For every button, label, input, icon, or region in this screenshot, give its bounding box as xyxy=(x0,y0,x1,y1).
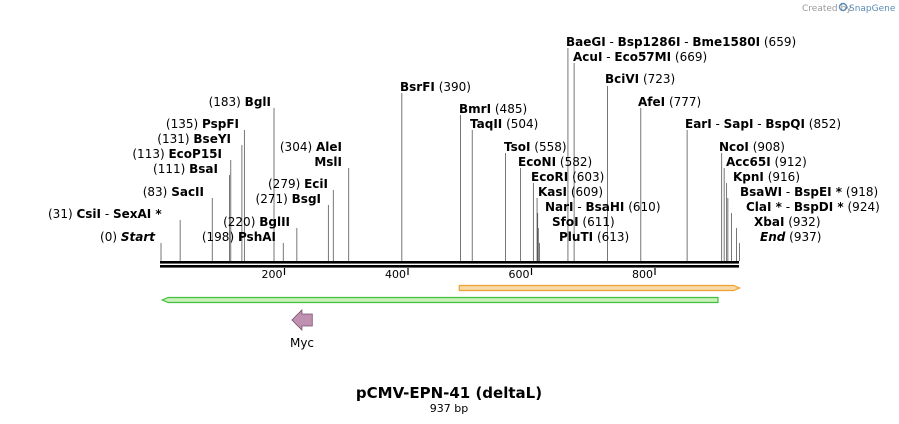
site-label: (131) BseYI xyxy=(157,132,231,146)
site-label: ClaI * - BspDI * (924) xyxy=(746,200,880,214)
site-label: BaeGI - Bsp1286I - Bme1580I (659) xyxy=(566,35,796,49)
created-by-label: Created by xyxy=(802,4,852,14)
site-label: AfeI (777) xyxy=(638,95,701,109)
site-label: (304) AleI xyxy=(280,140,342,154)
ruler-ticks: 200 400 600 800 xyxy=(262,268,656,281)
site-label: (135) PspFI xyxy=(166,117,239,131)
tick-label: 200 xyxy=(262,268,283,281)
site-labels: BaeGI - Bsp1286I - Bme1580I (659) AcuI -… xyxy=(48,35,880,244)
site-label: BsrFI (390) xyxy=(400,80,471,94)
snapgene-logo-icon xyxy=(838,2,848,12)
site-label: (198) PshAI xyxy=(202,230,276,244)
site-label: KasI (609) xyxy=(538,185,603,199)
myc-feature-arrow xyxy=(291,309,313,331)
feature-arrow-green xyxy=(160,296,719,304)
tick-label: 800 xyxy=(632,268,653,281)
feature-arrow-orange xyxy=(458,284,742,292)
map-title: pCMV-EPN-41 (deltaL) xyxy=(356,384,542,402)
site-label: AcuI - Eco57MI (669) xyxy=(573,50,707,64)
site-label: (183) BglI xyxy=(209,95,271,109)
site-label: (83) SacII xyxy=(143,185,204,199)
tick-label: 600 xyxy=(509,268,530,281)
site-lines xyxy=(160,48,740,261)
site-label: TaqII (504) xyxy=(470,117,538,131)
site-label: TsoI (558) xyxy=(504,140,567,154)
site-label: End (937) xyxy=(760,230,821,244)
site-label: KpnI (916) xyxy=(733,170,800,184)
site-label: PluTI (613) xyxy=(559,230,629,244)
site-label: BsaWI - BspEI * (918) xyxy=(740,185,878,199)
dna-backbone xyxy=(160,261,739,268)
site-label: XbaI (932) xyxy=(754,215,821,229)
site-label: NarI - BsaHI (610) xyxy=(545,200,661,214)
snapgene-brand: SnapGene xyxy=(849,4,896,14)
site-label: BciVI (723) xyxy=(605,72,675,86)
site-label: NcoI (908) xyxy=(719,140,785,154)
site-label: SfoI (611) xyxy=(552,215,615,229)
site-label: Acc65I (912) xyxy=(726,155,807,169)
features: Myc xyxy=(160,284,742,350)
site-label: EarI - SapI - BspQI (852) xyxy=(685,117,841,131)
tick-label: 400 xyxy=(385,268,406,281)
site-label: (111) BsaI xyxy=(153,162,218,176)
site-label: EcoRI (603) xyxy=(531,170,604,184)
site-label: MslI xyxy=(314,155,342,169)
site-label: (271) BsgI xyxy=(256,192,321,206)
site-label: (279) EciI xyxy=(268,177,328,191)
myc-label: Myc xyxy=(290,336,314,350)
site-label: (0) Start xyxy=(100,230,156,244)
site-label: (31) CsiI - SexAI * xyxy=(48,207,162,221)
site-label: EcoNI (582) xyxy=(518,155,592,169)
site-label: (113) EcoP15I xyxy=(132,147,222,161)
map-length: 937 bp xyxy=(430,402,468,415)
site-label: BmrI (485) xyxy=(459,102,527,116)
site-label: (220) BglII xyxy=(223,215,290,229)
